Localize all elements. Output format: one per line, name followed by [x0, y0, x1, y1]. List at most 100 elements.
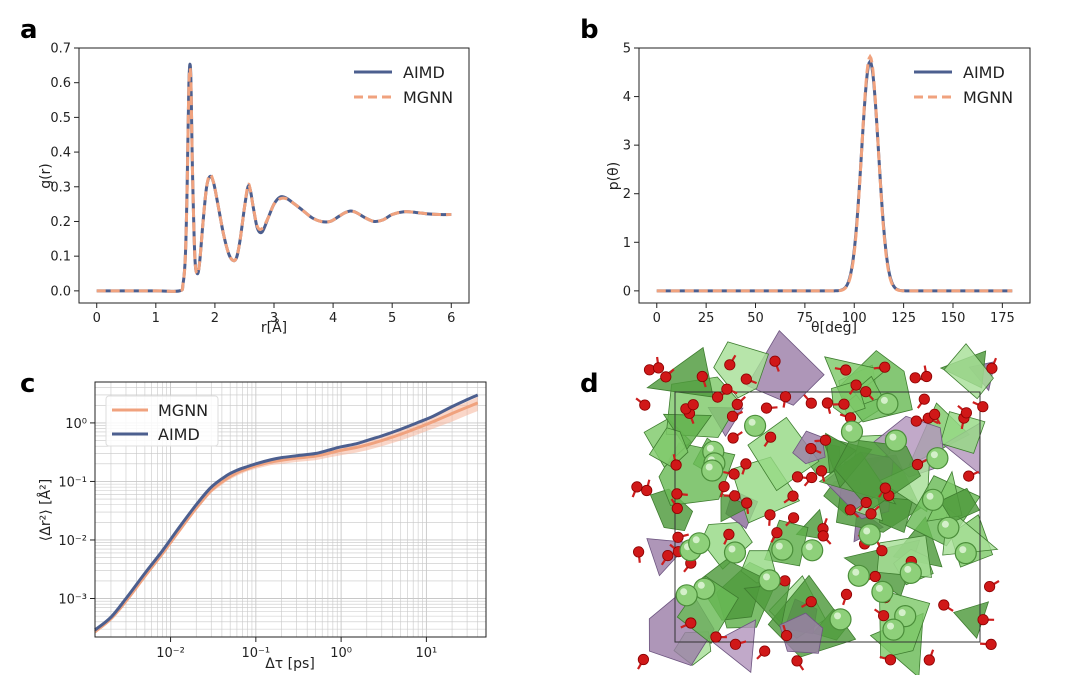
metal-atom: [871, 580, 894, 604]
panel-b-xtick-label: 100: [842, 311, 867, 326]
atom-highlight: [834, 612, 841, 620]
oxygen-atom: [938, 599, 950, 611]
metal-atom: [743, 414, 767, 437]
panel-c-ytick-label: 10⁻²: [58, 534, 87, 549]
metal-atom: [937, 516, 960, 539]
oxygen-atom: [806, 471, 818, 484]
metal-atom: [701, 459, 724, 482]
oxygen-atom: [726, 410, 739, 422]
oxygen-atom: [911, 458, 924, 471]
atom-highlight: [775, 542, 783, 550]
oxygen-atom: [821, 397, 834, 409]
atom-highlight: [930, 451, 938, 459]
oxygen-atom: [711, 391, 724, 403]
panel-b-ylabel: p(θ): [606, 162, 622, 190]
legend-label-mgnn: MGNN: [158, 401, 208, 420]
atom-highlight: [845, 424, 853, 432]
panel-a-xlabel: r[Å]: [261, 319, 287, 336]
oxygen-atom: [983, 580, 996, 593]
oxygen-atom: [728, 468, 740, 480]
panel-c-legend: MGNN AIMD: [105, 395, 219, 447]
oxygen-atom: [759, 645, 771, 657]
metal-atom: [723, 541, 747, 564]
panel-a-ytick-label: 0.4: [50, 146, 71, 161]
atom-highlight: [680, 588, 688, 596]
panel-b-ytick-label: 0: [623, 284, 631, 299]
atom-highlight: [926, 492, 934, 500]
oxygen-atom: [844, 504, 856, 516]
oxygen-atom: [918, 393, 930, 405]
oxygen-atom: [632, 546, 645, 558]
metal-atom: [847, 564, 870, 587]
oxygen-atom: [641, 484, 653, 497]
panel-b-xtick-label: 50: [747, 311, 764, 326]
panel-c-ytick-label: 10⁰: [65, 417, 87, 432]
panel-c-xlabel: Δτ [ps]: [265, 656, 315, 672]
metal-atom: [882, 618, 905, 641]
unit-cell-box: [674, 391, 981, 643]
atom-highlight: [706, 444, 714, 452]
oxygen-atom: [727, 432, 739, 444]
oxygen-atom: [879, 361, 891, 373]
oxygen-atom: [787, 490, 799, 502]
panel-c-msd-chart: 10⁻² 10⁻¹ 10⁰ 10¹ 10⁻³ 10⁻² 10⁻¹ 10⁰ Δτ [ps] ⟨Δ…: [37, 381, 487, 672]
panel-a-xtick-label: 3: [270, 311, 278, 326]
panel-b-label: b: [580, 15, 599, 45]
panel-b-xtick-label: 150: [941, 311, 966, 326]
atoms-layer: [631, 355, 998, 667]
panel-a-ytick-label: 0.6: [50, 76, 71, 91]
oxygen-atom: [815, 465, 828, 477]
oxygen-atom: [963, 470, 975, 482]
oxygen-atom: [884, 654, 897, 666]
oxygen-atom: [977, 614, 989, 626]
oxygen-atom: [671, 502, 683, 514]
atom-highlight: [805, 543, 813, 551]
oxygen-atom: [660, 371, 672, 383]
atom-highlight: [705, 463, 713, 471]
metal-atom: [954, 541, 977, 565]
panel-a-ytick-label: 0.1: [50, 250, 71, 265]
atom-highlight: [852, 568, 860, 576]
panel-a-ytick-label: 0.0: [50, 284, 71, 299]
panel-a-ytick-label: 0.3: [50, 180, 71, 195]
oxygen-atom: [840, 588, 853, 601]
panel-c-frame: [94, 381, 487, 638]
oxygen-atom: [685, 617, 697, 629]
atom-highlight: [880, 396, 888, 404]
oxygen-atom: [779, 391, 792, 403]
oxygen-atom: [723, 528, 735, 541]
atom-highlight: [898, 609, 906, 617]
series-line-aimd: [96, 62, 452, 293]
panel-c-ytick-label: 10⁻¹: [58, 475, 87, 490]
oxygen-atom: [865, 508, 877, 520]
panel-b-xtick-label: 25: [698, 311, 715, 326]
polyhedron-green: [649, 488, 694, 532]
panel-c-xtick-label: 10⁰: [330, 646, 352, 661]
panel-b-angle-chart: 0 25 50 75 100 125 150 175 0 1 2 3 4 5 θ[deg] p(θ) AI…: [606, 42, 1031, 336]
metal-atom: [884, 429, 908, 452]
panel-a-ytick-label: 0.5: [50, 111, 71, 126]
polyhedra-layer: [643, 330, 999, 675]
oxygen-atom: [764, 431, 777, 443]
oxygen-atom: [910, 415, 922, 427]
oxygen-atom: [920, 370, 933, 383]
panel-b-ytick-label: 2: [623, 187, 631, 202]
panel-c-label: c: [20, 369, 35, 399]
oxygen-atom: [909, 372, 921, 384]
atom-highlight: [692, 536, 700, 544]
oxygen-atom: [805, 442, 817, 455]
panel-b-xtick-label: 0: [653, 311, 661, 326]
oxygen-atom: [838, 398, 850, 410]
legend-label-mgnn: MGNN: [403, 88, 453, 107]
metal-atom: [758, 569, 781, 592]
oxygen-atom: [652, 362, 665, 374]
metal-atom: [840, 420, 864, 443]
oxygen-atom: [637, 653, 650, 666]
oxygen-atom: [672, 531, 684, 543]
oxygen-atom: [791, 471, 804, 483]
panel-a-label: a: [20, 15, 38, 45]
series-line-aimd: [656, 58, 1013, 293]
atom-highlight: [941, 520, 949, 528]
metal-atom: [921, 488, 945, 511]
